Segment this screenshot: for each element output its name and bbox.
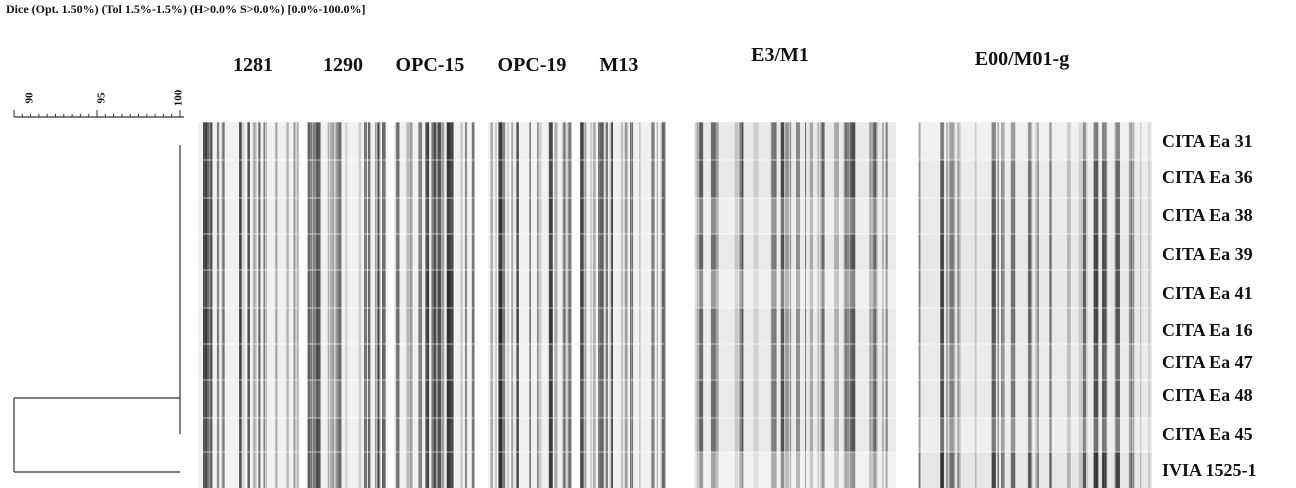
gel-lanes — [198, 121, 1152, 488]
gel-lane — [306, 121, 388, 488]
gel-lane — [488, 121, 572, 488]
marker-label-e3m1: E3/M1 — [751, 44, 809, 66]
sample-label-9: CITA Ea 45 — [1162, 424, 1253, 444]
sample-label-8: CITA Ea 48 — [1162, 385, 1253, 405]
gel-lane — [694, 121, 896, 488]
gel-lane — [198, 121, 299, 488]
sample-label-1: CITA Ea 31 — [1162, 131, 1253, 151]
sample-label-7: CITA Ea 47 — [1162, 352, 1253, 372]
gel-lane — [394, 121, 475, 488]
analysis-header: Dice (Opt. 1.50%) (Tol 1.5%-1.5%) (H>0.0… — [6, 2, 366, 16]
marker-label-opc19: OPC-19 — [497, 54, 567, 76]
marker-label-1281: 1281 — [233, 54, 273, 76]
gel-lane — [918, 121, 1152, 488]
sample-label-2: CITA Ea 36 — [1162, 167, 1253, 187]
marker-label-e00m01g: E00/M01-g — [974, 48, 1070, 70]
marker-label-opc15: OPC-15 — [395, 54, 465, 76]
marker-label-m13: M13 — [599, 54, 639, 76]
sample-label-4: CITA Ea 39 — [1162, 244, 1253, 264]
dendrogram — [13, 110, 184, 473]
sample-label-3: CITA Ea 38 — [1162, 205, 1253, 225]
scale-minor-ticks — [13, 110, 181, 117]
marker-label-1290: 1290 — [323, 54, 363, 76]
sample-label-5: CITA Ea 41 — [1162, 283, 1253, 303]
sample-label-6: CITA Ea 16 — [1162, 320, 1253, 340]
sample-label-10: IVIA 1525-1 — [1162, 460, 1257, 480]
gel-lane — [580, 121, 666, 488]
